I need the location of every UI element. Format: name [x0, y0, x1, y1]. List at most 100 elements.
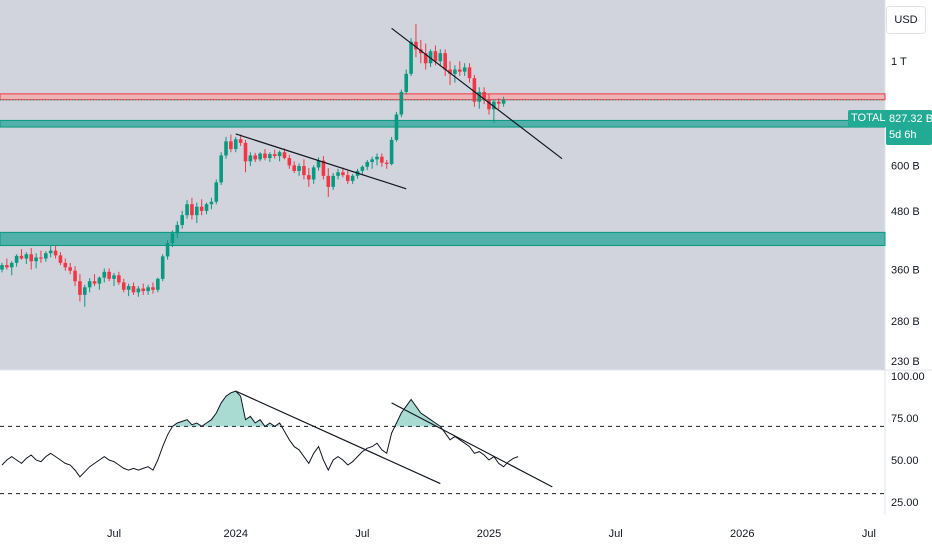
candle-body[interactable] — [53, 250, 58, 256]
candle-body[interactable] — [311, 167, 316, 180]
candle-body[interactable] — [209, 201, 214, 205]
candle-body[interactable] — [477, 91, 482, 102]
candle-body[interactable] — [341, 172, 345, 176]
candle-body[interactable] — [97, 277, 102, 284]
candle-body[interactable] — [136, 288, 141, 293]
candle-body[interactable] — [102, 271, 107, 278]
candle-body[interactable] — [112, 275, 116, 279]
candle-body[interactable] — [453, 69, 457, 74]
candle-body[interactable] — [457, 69, 462, 72]
candle-body[interactable] — [5, 265, 9, 268]
candle-body[interactable] — [248, 155, 253, 162]
candle-body[interactable] — [399, 91, 404, 115]
candle-body[interactable] — [39, 257, 43, 259]
candle-body[interactable] — [472, 78, 477, 102]
candle-body[interactable] — [29, 254, 34, 262]
candle-body[interactable] — [78, 281, 82, 295]
candle-body[interactable] — [360, 166, 365, 171]
candle-body[interactable] — [185, 204, 189, 216]
candle-body[interactable] — [482, 91, 486, 100]
currency-button[interactable]: USD — [886, 6, 926, 34]
candle-body[interactable] — [277, 152, 282, 157]
candle-body[interactable] — [414, 41, 418, 50]
candle-body[interactable] — [423, 53, 428, 64]
candle-body[interactable] — [180, 215, 184, 225]
candle-body[interactable] — [24, 254, 29, 259]
support-zone-lower[interactable] — [0, 231, 886, 247]
rsi-line[interactable] — [1, 390, 519, 478]
candle-body[interactable] — [82, 287, 87, 295]
candle-body[interactable] — [433, 51, 438, 62]
candle-body[interactable] — [151, 287, 155, 290]
candle-body[interactable] — [146, 287, 150, 292]
candle-body[interactable] — [404, 73, 409, 92]
candle-body[interactable] — [199, 206, 204, 211]
candle-body[interactable] — [268, 154, 272, 159]
candle-body[interactable] — [126, 286, 131, 290]
candle-body[interactable] — [316, 160, 321, 168]
rsi-pane-bg[interactable] — [0, 370, 885, 510]
candle-body[interactable] — [384, 162, 389, 165]
price-pane-bg[interactable] — [0, 0, 885, 370]
candle-body[interactable] — [219, 155, 223, 183]
candle-body[interactable] — [389, 139, 394, 165]
resistance-zone[interactable] — [0, 93, 886, 101]
candle-body[interactable] — [0, 265, 4, 270]
support-zone-upper[interactable] — [0, 119, 886, 128]
candle-body[interactable] — [224, 141, 228, 156]
candle-body[interactable] — [302, 166, 306, 176]
candle-body[interactable] — [160, 256, 165, 279]
candle-body[interactable] — [272, 154, 277, 157]
candle-body[interactable] — [297, 166, 301, 171]
candle-body[interactable] — [380, 156, 384, 163]
candle-body[interactable] — [63, 262, 68, 268]
candle-body[interactable] — [190, 204, 194, 216]
candle-body[interactable] — [287, 158, 292, 166]
candle-body[interactable] — [253, 155, 258, 160]
candle-body[interactable] — [243, 142, 248, 162]
price-trendline-2[interactable] — [391, 27, 563, 160]
candle-body[interactable] — [58, 255, 63, 263]
price-trendline-1[interactable] — [235, 133, 407, 190]
candle-body[interactable] — [117, 275, 121, 283]
candle-body[interactable] — [492, 101, 496, 110]
candle-body[interactable] — [394, 114, 399, 140]
candle-body[interactable] — [487, 99, 491, 110]
candle-body[interactable] — [345, 175, 350, 181]
candle-body[interactable] — [331, 175, 335, 187]
candle-body[interactable] — [365, 162, 370, 167]
candle-body[interactable] — [326, 175, 331, 187]
candle-body[interactable] — [156, 278, 160, 290]
candle-body[interactable] — [195, 206, 199, 216]
candle-body[interactable] — [263, 153, 267, 159]
candle-body[interactable] — [175, 224, 180, 234]
candle-body[interactable] — [307, 175, 311, 180]
candle-body[interactable] — [121, 282, 126, 290]
candle-body[interactable] — [443, 53, 447, 70]
candle-body[interactable] — [238, 139, 243, 143]
candle-body[interactable] — [462, 67, 467, 72]
candle-body[interactable] — [107, 271, 111, 279]
candle-body[interactable] — [204, 204, 209, 211]
candle-body[interactable] — [336, 172, 340, 176]
candle-body[interactable] — [87, 281, 92, 288]
candle-body[interactable] — [170, 233, 175, 244]
candle-body[interactable] — [496, 101, 501, 104]
candle-body[interactable] — [282, 152, 287, 159]
candle-body[interactable] — [375, 156, 379, 160]
candle-body[interactable] — [73, 270, 77, 282]
rsi-trendline-2[interactable] — [391, 402, 553, 488]
candle-body[interactable] — [141, 288, 146, 292]
candle-body[interactable] — [34, 257, 38, 262]
candle-body[interactable] — [131, 286, 136, 293]
candle-body[interactable] — [292, 165, 296, 171]
candle-body[interactable] — [48, 250, 53, 254]
candle-body[interactable] — [9, 262, 14, 268]
candle-body[interactable] — [92, 281, 97, 284]
candle-body[interactable] — [233, 139, 238, 150]
candle-body[interactable] — [68, 267, 72, 271]
candle-body[interactable] — [229, 141, 233, 150]
candle-body[interactable] — [467, 67, 472, 79]
rsi-trendline-1[interactable] — [235, 390, 441, 485]
